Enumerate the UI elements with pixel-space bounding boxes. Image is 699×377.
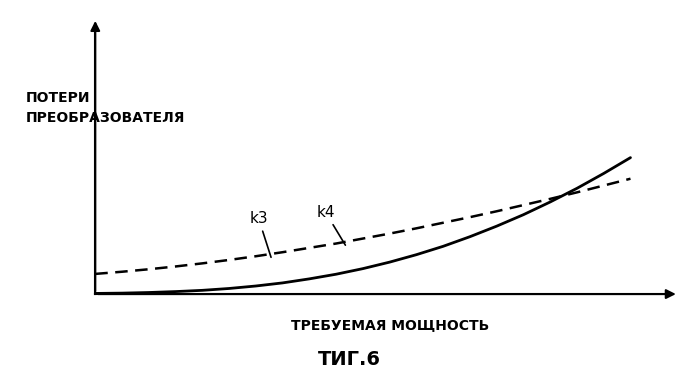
Text: ΤИГ.6: ΤИГ.6 bbox=[318, 351, 381, 369]
Text: k3: k3 bbox=[250, 211, 271, 257]
Text: ПОТЕРИ
ПРЕОБРАЗОВАТЕЛЯ: ПОТЕРИ ПРЕОБРАЗОВАТЕЛЯ bbox=[26, 91, 185, 125]
Text: k4: k4 bbox=[316, 205, 345, 245]
Text: ТРЕБУЕМАЯ МОЩНОСТЬ: ТРЕБУЕМАЯ МОЩНОСТЬ bbox=[291, 318, 489, 332]
